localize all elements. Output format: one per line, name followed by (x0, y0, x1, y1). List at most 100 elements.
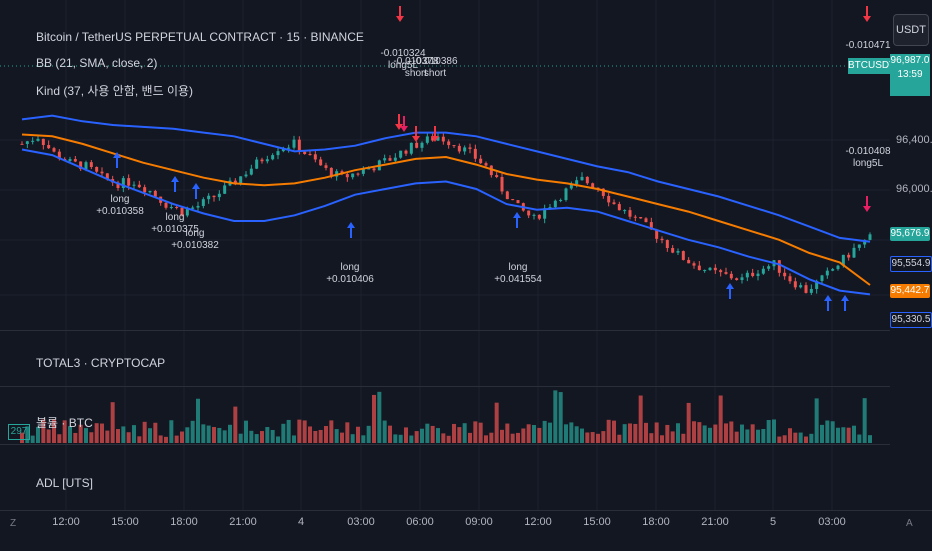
volume-bar (756, 429, 760, 443)
candle-body (628, 210, 632, 217)
candle-body (783, 272, 787, 277)
time-tick: 21:00 (701, 516, 729, 528)
candle-body (52, 148, 56, 152)
candle-body (479, 158, 483, 164)
volume-bar (73, 432, 78, 443)
volume-bar (270, 429, 275, 443)
volume-bar (404, 427, 408, 443)
candle-body (367, 168, 371, 170)
candle-body (815, 280, 819, 289)
candle-body (543, 208, 547, 219)
candle-body (473, 148, 477, 159)
annotation-long: long +0.010406 (326, 262, 374, 285)
candle-body (687, 259, 691, 264)
candle-body (825, 270, 829, 276)
kind-legend[interactable]: Kind (37, 사용 안함, 밴드 이용) (36, 84, 194, 98)
time-axis[interactable] (0, 510, 932, 551)
volume-bar (745, 429, 750, 443)
annotation-long: long +0.041554 (494, 262, 542, 285)
volume-bar (190, 420, 195, 443)
volume-bar (233, 406, 238, 443)
candle-body (36, 138, 40, 141)
volume-bar (457, 427, 462, 443)
volume-bar (516, 432, 520, 443)
annotation-long5l: -0.010324 long5L (380, 48, 426, 71)
volume-bar (78, 424, 83, 443)
annotation-short: -0.010386 short (412, 56, 458, 79)
volume-bar (788, 428, 792, 443)
volume-bar (601, 431, 606, 443)
time-tick: 15:00 (111, 516, 139, 528)
volume-bar (569, 422, 574, 443)
candle-body (260, 159, 264, 162)
candle-body (767, 266, 771, 269)
bb-legend[interactable]: BB (21, SMA, close, 2) (36, 56, 158, 70)
candle-body (644, 218, 648, 223)
candle-body (756, 273, 760, 277)
volume-bar (430, 425, 435, 443)
volume-bar (36, 426, 40, 443)
candle-body (180, 207, 184, 216)
volume-bar (580, 428, 584, 443)
volume-bar (324, 426, 328, 443)
volume-bar (809, 433, 814, 443)
pane-divider[interactable] (0, 444, 890, 445)
candle-body (223, 185, 227, 194)
candle-body (73, 159, 77, 162)
candle-body (841, 254, 845, 266)
candle-body (233, 180, 237, 184)
price-badge-basis: 95,442.7 (890, 284, 930, 298)
candle-body (47, 145, 51, 149)
zoom-button[interactable]: Z (10, 518, 17, 529)
volume-bar (89, 432, 94, 443)
short-arrow (412, 126, 420, 142)
currency-button[interactable]: USDT (893, 14, 929, 46)
volume-bar (398, 434, 403, 443)
candle-body (532, 214, 536, 216)
annotation-exit: -0.010471 (845, 40, 891, 51)
volume-bar (676, 423, 680, 443)
candle-body (25, 141, 29, 144)
candle-body (153, 190, 157, 197)
candle-body (463, 147, 467, 152)
auto-scale-button[interactable]: A (906, 518, 913, 529)
candle-body (468, 147, 472, 149)
pane-divider[interactable] (0, 386, 890, 387)
time-tick: 5 (769, 516, 777, 528)
candle-body (201, 199, 205, 206)
volume-bar (148, 428, 152, 443)
candle-body (489, 165, 493, 176)
volume-bar (292, 435, 296, 443)
volume-bar (228, 424, 232, 443)
volume-bar (857, 434, 862, 443)
volume-bar (841, 427, 846, 443)
total3-legend[interactable]: TOTAL3 · CRYPTOCAP (36, 356, 166, 370)
candle-body (623, 210, 627, 212)
candle-body (169, 207, 173, 209)
volume-legend[interactable]: 볼륨 · BTC (36, 416, 93, 430)
candle-body (857, 244, 861, 248)
candle-body (612, 202, 616, 205)
pane-divider[interactable] (0, 330, 890, 331)
candle-body (239, 176, 243, 184)
volume-bar (585, 432, 590, 443)
adl-legend[interactable]: ADL [UTS] (36, 476, 93, 490)
volume-bar (222, 430, 227, 443)
symbol-title[interactable]: Bitcoin / TetherUS PERPETUAL CONTRACT · … (36, 30, 364, 44)
volume-bar (772, 419, 776, 443)
volume-bar (260, 431, 264, 443)
time-tick: 21:00 (229, 516, 257, 528)
volume-bar (740, 424, 744, 443)
volume-bar (20, 432, 24, 443)
candle-body (676, 251, 680, 253)
volume-bar (644, 422, 648, 443)
volume-bar (372, 394, 376, 443)
time-tick: 06:00 (406, 516, 434, 528)
volume-bar (382, 420, 387, 443)
volume-bar (25, 426, 30, 443)
volume-bar (761, 428, 766, 443)
long-arrow (113, 152, 121, 168)
volume-bar (30, 435, 35, 443)
volume-bar (276, 436, 280, 443)
volume-bar (110, 402, 115, 443)
